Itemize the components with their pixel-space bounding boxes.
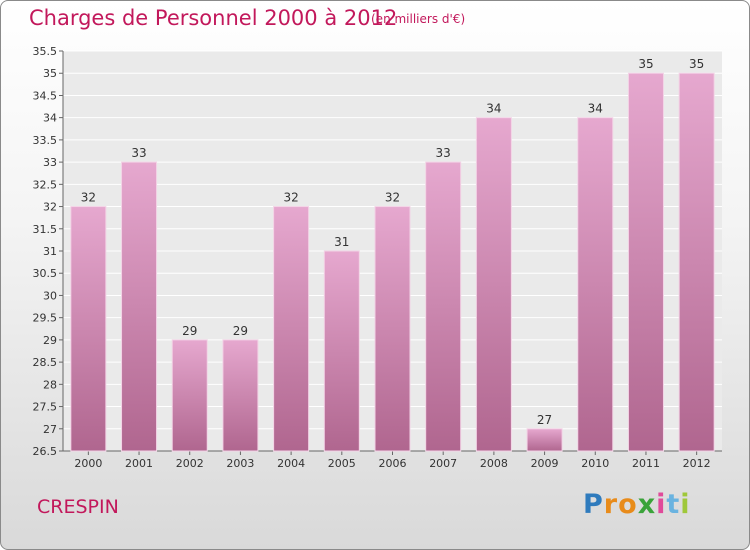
bar-2012: [678, 72, 715, 452]
bar-value-label: 35: [638, 57, 653, 71]
bar-2002: [171, 339, 208, 452]
bar-2011: [627, 72, 664, 452]
bar-2006: [374, 206, 411, 452]
bar-value-label: 34: [486, 102, 501, 116]
logo-letter: P: [583, 489, 604, 520]
y-tick-label: 28.5: [33, 356, 58, 369]
y-tick-label: 30.5: [33, 267, 58, 280]
axis-layer: 26.5 27 27.5 28 28.5 29 29.5 30 30.5 31 31.5 32 32.5…: [33, 45, 722, 470]
bar-2003: [222, 339, 259, 452]
bar-layer: 32 33 29 29 32 31 32 33 34 27 34 35 35: [70, 57, 715, 452]
bar-value-label: 32: [283, 191, 298, 205]
y-tick-label: 29.5: [33, 312, 58, 325]
logo-letter: i: [680, 489, 691, 520]
x-tick-label: 2001: [125, 457, 153, 470]
bar-2008: [475, 117, 512, 452]
x-tick-label: 2010: [581, 457, 609, 470]
y-tick-label: 35: [43, 67, 57, 80]
bar-value-label: 33: [131, 146, 146, 160]
y-tick-label: 32.5: [33, 178, 58, 191]
bar-2009: [526, 428, 563, 452]
chart-subtitle: (en milliers d'€): [371, 12, 466, 26]
bar-2000: [70, 206, 107, 452]
bar-value-label: 32: [385, 191, 400, 205]
bar-value-label: 27: [537, 413, 552, 427]
chart-title: Charges de Personnel 2000 à 2012: [29, 6, 398, 30]
commune-name: CRESPIN: [37, 496, 119, 518]
x-tick-label: 2002: [176, 457, 204, 470]
logo-letter: t: [666, 489, 681, 520]
logo-letter: o: [618, 489, 638, 520]
y-tick-label: 26.5: [33, 445, 58, 458]
bar-value-label: 29: [182, 324, 197, 338]
y-tick-label: 34: [43, 112, 57, 125]
x-tick-label: 2004: [277, 457, 305, 470]
y-tick-label: 33.5: [33, 134, 58, 147]
y-tick-label: 35.5: [33, 45, 58, 58]
bar-value-label: 33: [436, 146, 451, 160]
bar-value-label: 31: [334, 235, 349, 249]
bar-value-label: 32: [81, 191, 96, 205]
bar-value-label: 35: [689, 57, 704, 71]
y-tick-label: 27: [43, 423, 57, 436]
bar-2007: [425, 161, 462, 452]
x-tick-label: 2012: [683, 457, 711, 470]
bar-value-label: 34: [588, 102, 603, 116]
logo-letter: i: [656, 489, 667, 520]
y-tick-label: 31: [43, 245, 57, 258]
y-tick-label: 27.5: [33, 401, 58, 414]
y-tick-label: 33: [43, 156, 57, 169]
x-tick-label: 2006: [379, 457, 407, 470]
logo-letter: r: [603, 489, 619, 520]
bar-2005: [323, 250, 360, 452]
proxiti-logo: Proxiti: [583, 489, 691, 520]
x-tick-label: 2007: [429, 457, 457, 470]
bar-2001: [121, 161, 158, 452]
logo-letter: x: [637, 489, 657, 520]
x-tick-label: 2003: [226, 457, 254, 470]
bar-2010: [577, 117, 614, 452]
y-tick-label: 32: [43, 201, 57, 214]
x-tick-label: 2000: [74, 457, 102, 470]
x-tick-label: 2011: [632, 457, 660, 470]
y-tick-label: 34.5: [33, 89, 58, 102]
bar-value-label: 29: [233, 324, 248, 338]
y-tick-label: 28: [43, 378, 57, 391]
y-tick-label: 29: [43, 334, 57, 347]
y-tick-label: 31.5: [33, 223, 58, 236]
bar-2004: [273, 206, 310, 452]
x-tick-label: 2005: [328, 457, 356, 470]
x-tick-label: 2009: [531, 457, 559, 470]
y-tick-label: 30: [43, 289, 57, 302]
x-tick-label: 2008: [480, 457, 508, 470]
